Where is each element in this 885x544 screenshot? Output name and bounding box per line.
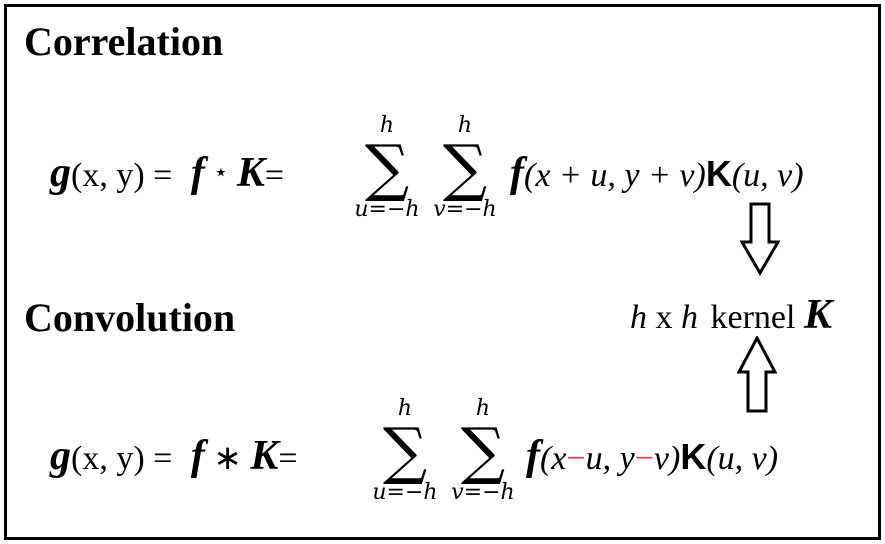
conv-equals: =	[278, 440, 298, 477]
corr-args: (x, y) =	[71, 157, 173, 194]
arrow-down-icon	[740, 202, 780, 276]
corr-f: f	[190, 150, 205, 196]
corr-sum-v: h ∑ v=−h	[430, 115, 500, 221]
conv-sum-u-symbol: ∑	[382, 414, 428, 487]
conv-sum-u-upper: h	[397, 396, 413, 421]
correlation-heading: Correlation	[24, 19, 224, 64]
kernel-word: kernel	[710, 299, 796, 336]
kernel-h2: h	[681, 299, 698, 336]
conv-minus-1: −	[566, 440, 586, 477]
corr-equals: =	[264, 157, 285, 194]
conv-sum-v: h ∑ v=−h	[448, 398, 518, 504]
conv-K: K	[250, 433, 279, 479]
conv-operator: ∗	[213, 440, 242, 477]
kernel-h1: h	[630, 299, 647, 336]
conv-inner-3: v)	[653, 440, 681, 477]
kernel-K: K	[803, 292, 832, 338]
corr-sum-u-lower: u=−h	[354, 197, 420, 222]
conv-args: (x, y) =	[71, 440, 173, 477]
kernel-x: x	[655, 299, 673, 336]
figure-frame	[4, 4, 881, 540]
corr-sum-u-symbol: ∑	[364, 131, 410, 204]
conv-f2: f	[526, 433, 540, 479]
convolution-summand: f(x−u, y−v)K(u, v)	[526, 435, 778, 477]
conv-sum-u-lower: u=−h	[372, 480, 438, 505]
corr-sum-u-upper: h	[379, 113, 395, 138]
corr-Kbold: K	[705, 153, 732, 194]
corr-sum-v-symbol: ∑	[442, 131, 488, 204]
conv-sum-v-upper: h	[475, 396, 491, 421]
corr-sum-v-upper: h	[457, 113, 473, 138]
conv-sum-v-symbol: ∑	[460, 414, 506, 487]
corr-inner: (x + u, y + v)	[524, 157, 706, 194]
corr-operator: ⋆	[213, 160, 229, 186]
kernel-label: h x h kernel K	[630, 294, 832, 336]
conv-inner-1: (x	[540, 440, 567, 477]
convolution-heading: Convolution	[24, 295, 236, 340]
conv-kargs: (u, v)	[706, 440, 779, 477]
corr-kargs: (u, v)	[731, 157, 804, 194]
conv-minus-2: −	[634, 440, 654, 477]
conv-sum-u: h ∑ u=−h	[370, 398, 440, 504]
conv-sum-v-lower: v=−h	[451, 480, 515, 505]
corr-g: g	[50, 150, 71, 196]
corr-K: K	[236, 150, 265, 196]
corr-sum-v-lower: v=−h	[433, 197, 497, 222]
correlation-summand: f(x + u, y + v)K(u, v)	[510, 152, 804, 194]
corr-f2: f	[510, 150, 524, 196]
convolution-equation: g(x, y) = f ∗ K=	[50, 435, 298, 477]
arrow-up-icon	[737, 336, 777, 413]
conv-g: g	[50, 433, 71, 479]
conv-Kbold: K	[680, 436, 707, 477]
correlation-equation: g(x, y) = f ⋆ K=	[50, 152, 284, 194]
conv-f: f	[190, 433, 205, 479]
corr-sum-u: h ∑ u=−h	[352, 115, 422, 221]
conv-inner-2: u, y	[585, 440, 635, 477]
